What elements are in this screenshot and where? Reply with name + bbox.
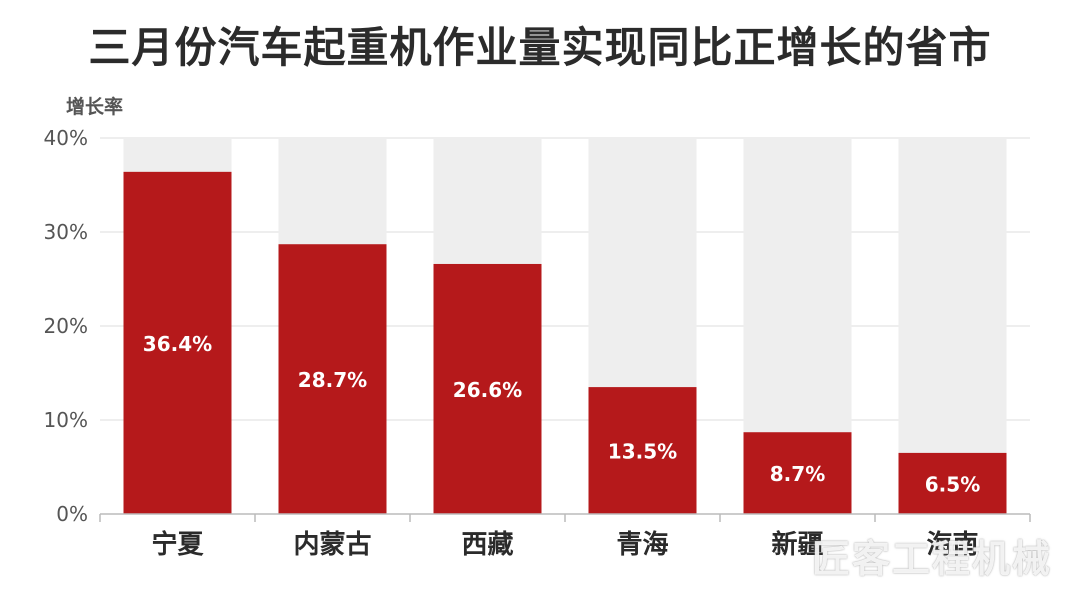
data-label: 26.6% <box>453 378 522 402</box>
category-label: 宁夏 <box>151 529 204 560</box>
bar-5 <box>743 432 852 514</box>
bar-1 <box>123 171 232 514</box>
data-label: 28.7% <box>298 368 367 392</box>
labels: 0% 10% 20% 30% 40% 36.4% 宁夏 28.7% 内蒙古 26.6% 西藏 13.5… <box>44 126 981 560</box>
data-label: 36.4% <box>143 332 212 356</box>
y-axis-label: 增长率 <box>66 96 124 118</box>
data-label: 8.7% <box>770 462 825 486</box>
y-tick-label: 0% <box>56 502 88 526</box>
bar-4 <box>588 387 697 514</box>
data-label: 13.5% <box>608 440 677 464</box>
y-tick-label: 10% <box>44 408 88 432</box>
data-label: 6.5% <box>925 472 980 496</box>
category-label: 内蒙古 <box>293 530 371 560</box>
y-tick-label: 30% <box>44 220 88 244</box>
bar-6 <box>898 452 1007 514</box>
y-tick-label: 20% <box>44 314 88 338</box>
category-label: 海南 <box>926 530 978 560</box>
axes <box>99 513 1031 522</box>
data-bars <box>123 171 1007 514</box>
watermark-text: 匠客工程机械 <box>811 537 1052 581</box>
chart-title: 三月份汽车起重机作业量实现同比正增长的省市 <box>88 23 992 72</box>
y-tick-label: 40% <box>44 126 88 150</box>
bar-2 <box>278 244 387 514</box>
grid-lines <box>100 137 1030 421</box>
category-label: 新疆 <box>771 529 823 560</box>
background-bar <box>898 138 1007 514</box>
bar-3 <box>433 263 542 514</box>
category-label: 青海 <box>616 530 668 560</box>
category-label: 西藏 <box>461 530 513 560</box>
